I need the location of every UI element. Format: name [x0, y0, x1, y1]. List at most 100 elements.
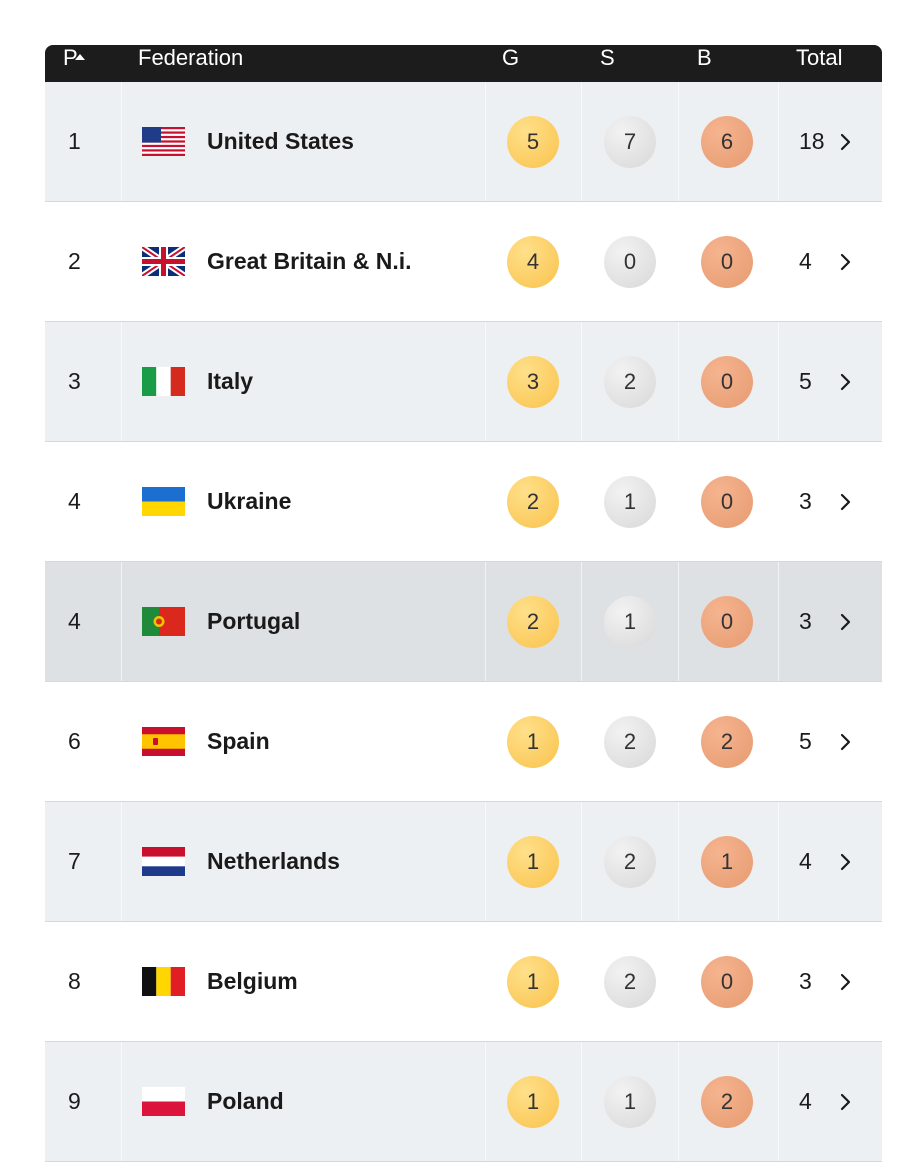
- us-flag-icon: [142, 127, 185, 156]
- federation-name: Great Britain & N.i.: [207, 248, 412, 274]
- table-row[interactable]: 1 United States 5 7 6 18: [45, 82, 882, 202]
- bronze-medal-count: 0: [701, 475, 753, 528]
- gold-cell: 2: [507, 442, 559, 561]
- federation-column-header[interactable]: Federation: [138, 45, 244, 70]
- position: 3: [68, 368, 81, 394]
- flag-cell: [142, 82, 185, 201]
- table-row[interactable]: 4 Ukraine 2 1 0 3: [45, 442, 882, 562]
- column-divider: [581, 562, 582, 681]
- table-row[interactable]: 8 Belgium 1 2 0 3: [45, 922, 882, 1042]
- chevron-right-icon[interactable]: [840, 562, 852, 681]
- silver-column-header[interactable]: S: [600, 45, 615, 70]
- column-divider: [121, 562, 122, 681]
- position: 1: [68, 128, 81, 154]
- chevron-right-icon[interactable]: [840, 802, 852, 921]
- total-medals: 3: [799, 968, 812, 994]
- gold-medal-count: 1: [507, 1075, 559, 1128]
- column-divider: [121, 82, 122, 201]
- column-divider: [581, 1042, 582, 1161]
- chevron-right-icon[interactable]: [840, 322, 852, 441]
- bronze-cell: 2: [701, 682, 753, 801]
- chevron-right-icon[interactable]: [840, 82, 852, 201]
- bronze-cell: 0: [701, 442, 753, 561]
- table-row[interactable]: 9 Poland 1 1 2 4: [45, 1042, 882, 1162]
- flag-cell: [142, 442, 185, 561]
- column-divider: [121, 442, 122, 561]
- gold-medal-count: 1: [507, 955, 559, 1008]
- bronze-medal-count: 2: [701, 1075, 753, 1128]
- bronze-cell: 2: [701, 1042, 753, 1161]
- column-divider: [485, 562, 486, 681]
- column-divider: [678, 802, 679, 921]
- gold-cell: 3: [507, 322, 559, 441]
- silver-medal-count: 1: [604, 1075, 656, 1128]
- position: 9: [68, 1088, 81, 1114]
- gold-column-header[interactable]: G: [502, 45, 520, 70]
- pt-flag-icon: [142, 607, 185, 636]
- column-divider: [778, 1042, 779, 1161]
- federation-name: United States: [207, 128, 354, 154]
- chevron-right-icon[interactable]: [840, 442, 852, 561]
- column-divider: [778, 562, 779, 681]
- sort-by-position-header[interactable]: P: [63, 45, 85, 71]
- chevron-right-icon[interactable]: [840, 202, 852, 321]
- gold-medal-count: 5: [507, 115, 559, 168]
- silver-medal-count: 7: [604, 115, 656, 168]
- table-body: 1 United States 5 7 6 18 2 Great Britain…: [45, 82, 882, 1162]
- bronze-cell: 0: [701, 562, 753, 681]
- table-row[interactable]: 3 Italy 3 2 0 5: [45, 322, 882, 442]
- column-divider: [678, 922, 679, 1041]
- column-divider: [581, 202, 582, 321]
- position-column-label: P: [63, 45, 78, 70]
- total-column-header[interactable]: Total: [796, 45, 843, 70]
- federation-name: Belgium: [207, 968, 298, 994]
- gold-cell: 5: [507, 82, 559, 201]
- column-divider: [485, 322, 486, 441]
- table-row[interactable]: 4 Portugal 2 1 0 3: [45, 562, 882, 682]
- chevron-right-icon[interactable]: [840, 922, 852, 1041]
- silver-cell: 1: [604, 562, 656, 681]
- gold-medal-count: 1: [507, 715, 559, 768]
- column-divider: [778, 922, 779, 1041]
- column-divider: [485, 802, 486, 921]
- silver-cell: 1: [604, 1042, 656, 1161]
- bronze-cell: 1: [701, 802, 753, 921]
- bronze-medal-count: 6: [701, 115, 753, 168]
- silver-medal-count: 2: [604, 835, 656, 888]
- sort-ascending-icon: [75, 54, 85, 61]
- position: 7: [68, 848, 81, 874]
- flag-cell: [142, 682, 185, 801]
- column-divider: [121, 802, 122, 921]
- column-divider: [678, 442, 679, 561]
- table-row[interactable]: 7 Netherlands 1 2 1 4: [45, 802, 882, 922]
- column-divider: [121, 922, 122, 1041]
- chevron-right-icon[interactable]: [840, 1042, 852, 1161]
- position: 6: [68, 728, 81, 754]
- column-divider: [778, 202, 779, 321]
- total-medals: 4: [799, 1088, 812, 1114]
- silver-medal-count: 1: [604, 595, 656, 648]
- nl-flag-icon: [142, 847, 185, 876]
- column-divider: [778, 442, 779, 561]
- column-divider: [121, 202, 122, 321]
- gold-medal-count: 2: [507, 595, 559, 648]
- flag-cell: [142, 562, 185, 681]
- column-divider: [581, 322, 582, 441]
- position: 4: [68, 488, 81, 514]
- gold-cell: 1: [507, 682, 559, 801]
- silver-medal-count: 2: [604, 715, 656, 768]
- gb-flag-icon: [142, 247, 185, 276]
- flag-cell: [142, 1042, 185, 1161]
- column-divider: [678, 82, 679, 201]
- ua-flag-icon: [142, 487, 185, 516]
- bronze-column-header[interactable]: B: [697, 45, 712, 70]
- gold-medal-count: 1: [507, 835, 559, 888]
- column-divider: [778, 682, 779, 801]
- table-row[interactable]: 2 Great Britain & N.i. 4 0 0 4: [45, 202, 882, 322]
- chevron-right-icon[interactable]: [840, 682, 852, 801]
- total-medals: 3: [799, 608, 812, 634]
- column-divider: [778, 322, 779, 441]
- table-row[interactable]: 6 Spain 1 2 2 5: [45, 682, 882, 802]
- silver-cell: 2: [604, 802, 656, 921]
- column-divider: [485, 1042, 486, 1161]
